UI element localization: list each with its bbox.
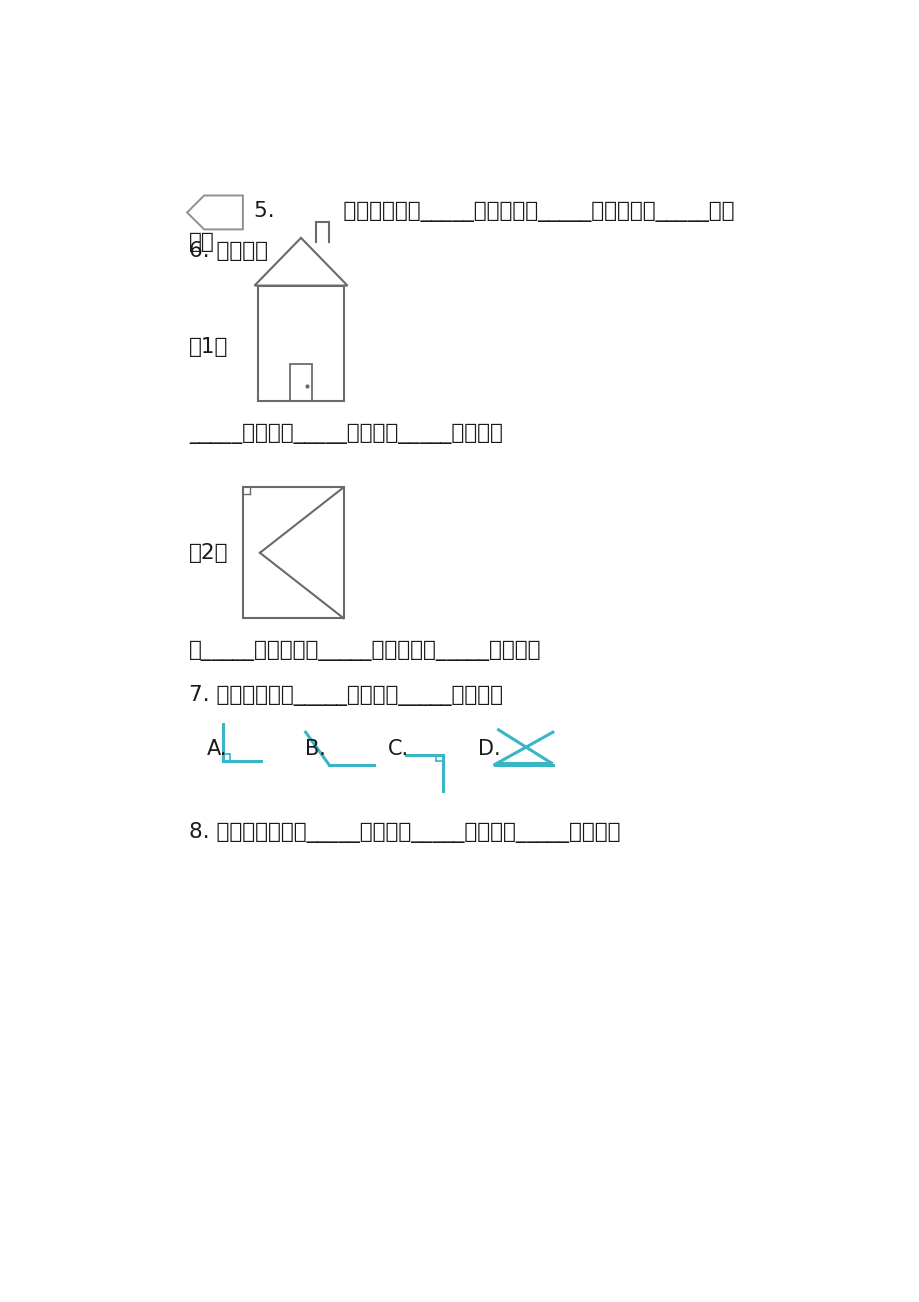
Bar <box>243 487 344 618</box>
Text: _____个直角，_____个锐角，_____个鬝角。: _____个直角，_____个锐角，_____个鬝角。 <box>189 423 503 444</box>
Text: 6. 填一填。: 6. 填一填。 <box>189 241 268 260</box>
Text: 7. 下面的角中，_____是鬝角，_____是锐角。: 7. 下面的角中，_____是鬝角，_____是锐角。 <box>189 685 503 706</box>
Text: B.: B. <box>304 740 325 759</box>
Text: 有_____个直角，有_____个锐角，有_____个鬝角。: 有_____个直角，有_____个锐角，有_____个鬝角。 <box>189 641 541 660</box>
Bar <box>289 365 312 401</box>
Text: C.: C. <box>388 740 408 759</box>
Text: （2）: （2） <box>189 543 229 562</box>
Text: A.: A. <box>206 740 227 759</box>
Text: （1）: （1） <box>189 337 229 357</box>
Text: 5.          这个图形中有_____个锐角，有_____个直角，有_____个鬝: 5. 这个图形中有_____个锐角，有_____个直角，有_____个鬝 <box>255 202 734 223</box>
Text: 8. 数一数，如图有_____个直角，_____个锐角，_____个鬝角。: 8. 数一数，如图有_____个直角，_____个锐角，_____个鬝角。 <box>189 822 620 842</box>
Text: D.: D. <box>477 740 500 759</box>
Bar <box>258 285 344 401</box>
Text: 角。: 角。 <box>189 232 215 251</box>
